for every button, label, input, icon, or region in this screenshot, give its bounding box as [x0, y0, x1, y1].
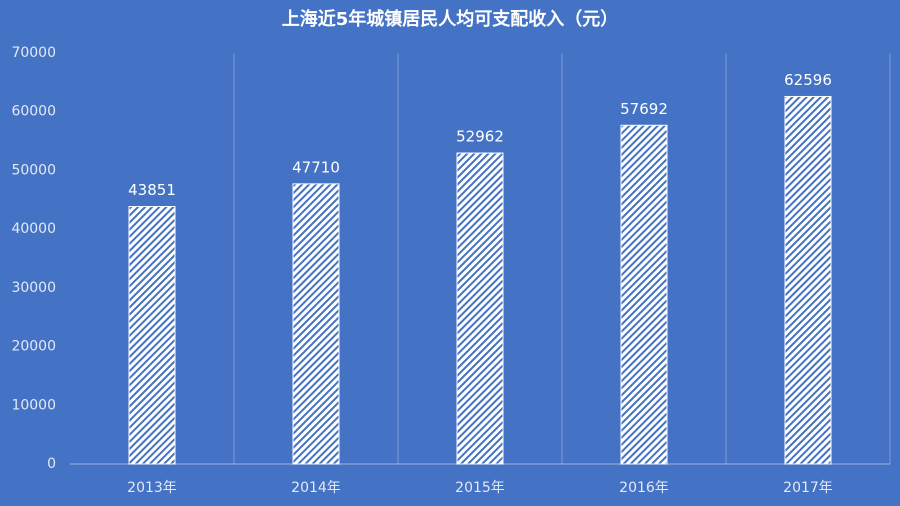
bar	[456, 152, 504, 465]
x-tick-label: 2017年	[783, 480, 833, 496]
data-label: 47710	[292, 158, 340, 176]
x-tick-label: 2013年	[127, 480, 177, 496]
y-tick-label: 0	[47, 456, 56, 472]
y-tick-label: 40000	[11, 221, 56, 237]
data-label: 52962	[456, 128, 504, 146]
x-tick-label: 2014年	[291, 480, 341, 496]
y-tick-label: 50000	[11, 162, 56, 178]
data-label: 57692	[620, 100, 668, 118]
chart-title: 上海近5年城镇居民人均可支配收入（元）	[282, 8, 619, 30]
data-label: 62596	[784, 71, 832, 89]
x-tick-label: 2016年	[619, 480, 669, 496]
bar	[292, 183, 340, 465]
y-tick-label: 30000	[11, 280, 56, 296]
y-tick-label: 60000	[11, 104, 56, 120]
bar	[784, 95, 832, 465]
bar	[620, 124, 668, 465]
bar	[128, 206, 176, 465]
x-tick-label: 2015年	[455, 480, 505, 496]
data-label: 43851	[128, 181, 176, 199]
y-tick-label: 20000	[11, 339, 56, 355]
y-tick-label: 10000	[11, 397, 56, 413]
y-tick-label: 70000	[11, 45, 56, 61]
